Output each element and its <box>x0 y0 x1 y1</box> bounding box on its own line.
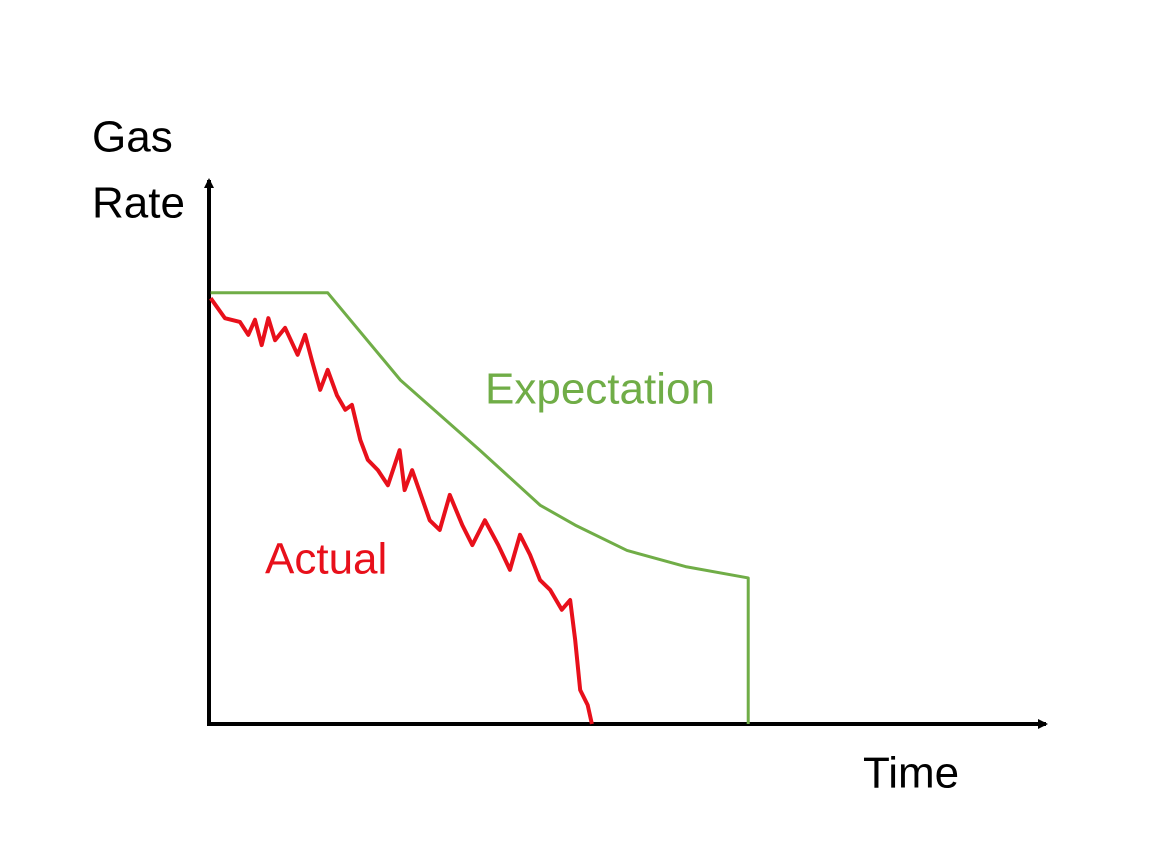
data-line <box>210 291 750 724</box>
y-axis-label: Rate <box>92 179 185 228</box>
y-axis-label: Gas <box>92 113 173 162</box>
series-label: Expectation <box>485 365 715 414</box>
data-line <box>209 297 594 725</box>
series-label: Actual <box>265 535 387 584</box>
x-axis-label: Time <box>863 749 959 798</box>
